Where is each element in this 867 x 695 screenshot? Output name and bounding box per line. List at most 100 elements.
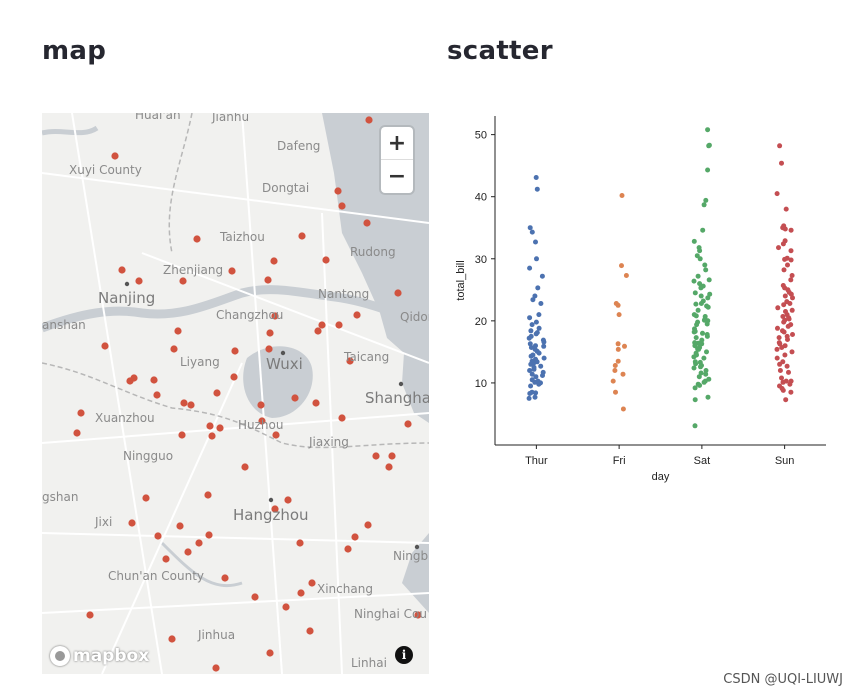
place-label: Xuyi County (69, 163, 142, 177)
data-point-sat (701, 379, 707, 385)
data-point-thur (530, 297, 536, 303)
map-marker (266, 329, 274, 337)
map-marker (372, 452, 380, 460)
data-point-sat (698, 285, 704, 291)
place-label: Wuxi (266, 355, 303, 373)
data-point-fri (620, 371, 626, 377)
data-point-fri (615, 358, 621, 364)
data-point-sat (703, 371, 709, 377)
y-axis-title: total_bill (455, 260, 467, 300)
map-marker (312, 399, 320, 407)
map-marker (162, 555, 170, 563)
map-marker (365, 116, 373, 124)
data-point-sun (777, 368, 783, 373)
data-point-sat (691, 354, 697, 360)
zoom-in-button[interactable]: + (381, 127, 413, 160)
data-point-thur (533, 331, 539, 337)
map-marker (314, 327, 322, 335)
map-marker (298, 232, 306, 240)
data-point-thur (539, 273, 545, 279)
mapbox-logo[interactable]: mapbox (50, 646, 149, 666)
data-point-sun (785, 337, 790, 342)
data-point-sun (779, 160, 784, 166)
map-marker (251, 593, 259, 601)
data-point-sat (697, 281, 703, 287)
data-point-thur (535, 285, 541, 291)
data-point-sun (777, 143, 783, 149)
map-marker (135, 277, 143, 285)
map-marker (101, 342, 109, 350)
data-point-sat (703, 197, 709, 203)
info-icon[interactable]: i (395, 646, 413, 664)
data-point-sat (700, 227, 706, 233)
map-marker (180, 399, 188, 407)
map-marker (322, 256, 330, 264)
data-point-sun (789, 273, 795, 278)
map-view[interactable]: Huai'an Jianhu Xuyi County Dafeng Dongtai Tai… (42, 113, 429, 674)
map-marker (221, 574, 229, 582)
y-tick-label: 10 (475, 378, 487, 390)
place-label: Liyang (180, 355, 220, 369)
data-point-thur (536, 312, 542, 318)
data-point-thur (533, 343, 538, 349)
data-point-sat (692, 423, 698, 429)
map-road (101, 362, 243, 674)
map-marker (179, 277, 187, 285)
data-point-sat (691, 278, 697, 284)
map-marker (344, 545, 352, 553)
map-marker (153, 391, 161, 399)
y-tick-label: 20 (475, 316, 487, 328)
place-label: Changzhou (216, 308, 284, 322)
data-point-fri (615, 346, 621, 352)
data-point-sun (785, 323, 791, 329)
x-tick-label: Thur (525, 455, 548, 467)
map-marker (353, 311, 361, 319)
data-point-thur (534, 256, 539, 262)
map-road (42, 412, 429, 444)
place-label: Dafeng (277, 139, 321, 153)
data-point-sun (785, 262, 790, 268)
place-label: Huai'an (135, 113, 181, 122)
data-point-sat (697, 382, 703, 388)
data-point-thur (527, 265, 533, 271)
data-point-sun (787, 381, 793, 387)
data-point-sat (701, 355, 707, 361)
map-marker (206, 422, 214, 430)
data-point-thur (526, 395, 532, 401)
data-point-sat (703, 368, 709, 373)
data-point-sat (691, 329, 697, 335)
y-tick-label: 50 (475, 130, 487, 142)
place-label: Xuanzhou (95, 411, 155, 425)
map-marker (204, 491, 212, 499)
map-marker (404, 420, 412, 428)
watermark: CSDN @UQI-LIUWJ (723, 672, 843, 687)
data-point-thur (527, 391, 533, 396)
map-marker (170, 345, 178, 353)
data-point-sat (706, 277, 712, 283)
map-marker (176, 522, 184, 530)
data-point-sat (696, 346, 702, 352)
chart-points (526, 127, 795, 429)
map-road (241, 113, 283, 674)
x-tick-label: Sun (775, 455, 795, 467)
data-point-sun (777, 341, 783, 347)
data-point-sun (780, 379, 786, 385)
map-marker (213, 389, 221, 397)
data-point-thur (536, 350, 542, 356)
data-point-thur (533, 319, 539, 325)
data-point-fri (623, 273, 629, 278)
zoom-out-button[interactable]: − (387, 163, 407, 189)
data-point-sun (777, 361, 783, 367)
data-point-sun (775, 305, 781, 311)
map-marker (284, 496, 292, 504)
map-marker (73, 429, 81, 437)
data-point-sun (788, 389, 794, 395)
map-marker (111, 152, 119, 160)
data-point-fri (615, 302, 621, 308)
data-point-sun (782, 226, 788, 232)
map-marker (241, 463, 249, 471)
data-point-sun (774, 191, 780, 197)
map-marker (385, 463, 393, 471)
map-marker (216, 424, 224, 432)
place-label: Dongtai (262, 181, 310, 195)
